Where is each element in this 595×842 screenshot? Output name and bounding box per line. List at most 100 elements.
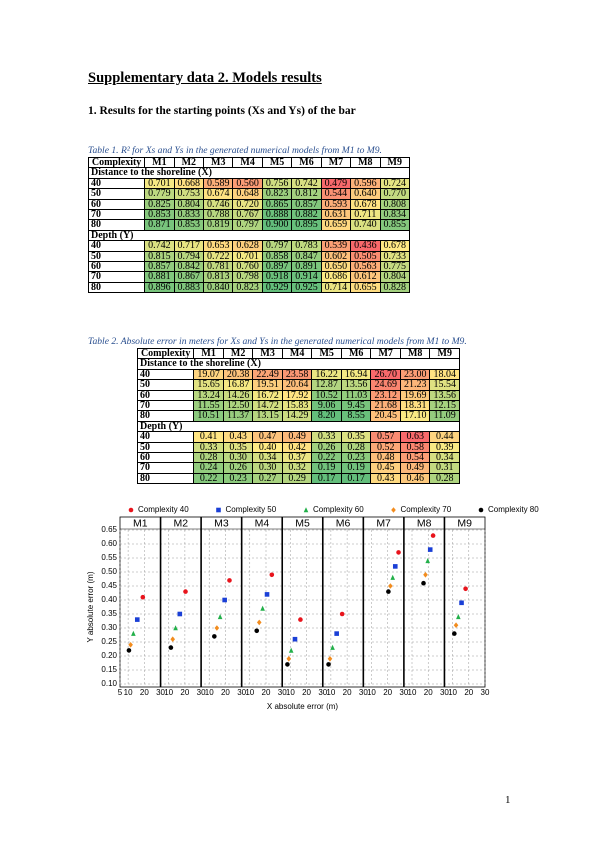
marker	[423, 572, 428, 578]
marker	[430, 533, 436, 538]
header-cell: Complexity	[136, 347, 195, 360]
marker	[216, 507, 221, 513]
legend-label: Complexity 60	[313, 505, 364, 514]
value-cell: 20.64	[281, 379, 313, 391]
value-cell: 0.798	[232, 271, 263, 283]
header-cell: M9	[429, 347, 460, 360]
value-cell: 0.28	[193, 452, 224, 464]
value-cell: 0.560	[232, 177, 263, 190]
header-cell: M1	[193, 347, 224, 360]
value-cell: 0.742	[144, 240, 175, 252]
value-cell: 0.857	[291, 198, 322, 211]
row-label: 70	[87, 209, 146, 221]
section-title: Depth (Y)	[137, 420, 460, 433]
header-cell: M2	[173, 156, 205, 169]
value-cell: 0.770	[379, 188, 411, 200]
value-cell: 0.674	[203, 188, 234, 200]
marker	[425, 558, 431, 564]
marker	[183, 589, 188, 594]
value-cell: 19.07	[193, 368, 224, 381]
marker	[390, 574, 396, 580]
x-tick-label: 30	[399, 688, 408, 697]
value-cell: 0.479	[320, 177, 352, 190]
row-label: 40	[87, 177, 146, 190]
value-cell: 10.52	[311, 389, 342, 402]
value-cell: 0.711	[350, 209, 381, 221]
data-row: 70 0.881 0.867 0.813 0.798 0.918 0.914 0.686 0.6…	[87, 271, 411, 283]
data-row: 40 0.701 0.668 0.589 0.560 0.756 0.742 0.479 0.5…	[87, 177, 411, 190]
value-cell: 0.865	[261, 198, 293, 211]
value-cell: 0.668	[173, 177, 205, 190]
row-label: 50	[87, 250, 146, 263]
marker	[456, 614, 461, 620]
value-cell: 0.563	[350, 261, 381, 273]
value-cell: 0.842	[173, 261, 205, 273]
value-cell: 0.28	[340, 441, 372, 454]
value-cell: 0.602	[320, 250, 352, 263]
header-cell: M1	[144, 156, 175, 169]
value-cell: 0.43	[222, 431, 254, 443]
value-cell: 9.06	[311, 400, 342, 412]
marker	[386, 589, 391, 594]
section-title: Distance to the shoreline (X)	[88, 167, 410, 179]
value-cell: 19.51	[252, 379, 283, 391]
value-cell: 0.888	[261, 209, 293, 221]
value-cell: 0.33	[193, 441, 224, 454]
value-cell: 0.857	[144, 261, 175, 273]
value-cell: 0.701	[144, 177, 175, 190]
row-label: 50	[136, 379, 195, 391]
x-tick-label: 20	[140, 688, 149, 697]
value-cell: 0.797	[261, 240, 293, 252]
value-cell: 0.640	[350, 188, 381, 200]
value-cell: 0.819	[203, 219, 234, 231]
section-heading: 1. Results for the starting points (Xs a…	[88, 105, 356, 117]
x-tick-label: 20	[464, 688, 473, 697]
section-row: Depth (Y)	[88, 229, 410, 242]
value-cell: 0.891	[291, 261, 322, 273]
value-cell: 0.31	[429, 462, 460, 474]
section-title: Depth (Y)	[88, 229, 410, 242]
value-cell: 0.23	[340, 452, 372, 464]
marker	[170, 636, 176, 642]
value-cell: 13.24	[193, 389, 224, 402]
value-cell: 0.742	[291, 177, 322, 190]
marker	[391, 507, 396, 513]
value-cell: 0.33	[311, 431, 342, 443]
marker	[298, 617, 303, 622]
value-cell: 0.797	[232, 219, 263, 231]
marker	[168, 645, 174, 650]
header-cell: M7	[320, 156, 352, 169]
value-cell: 16.94	[340, 368, 372, 381]
value-cell: 20.45	[370, 410, 401, 422]
header-cell: M6	[291, 156, 322, 169]
y-tick-label: 0.50	[101, 567, 117, 576]
row-label: 70	[136, 462, 195, 474]
value-cell: 0.855	[379, 219, 411, 231]
value-cell: 0.733	[379, 250, 411, 263]
data-row: 40 19.07 20.38 22.49 23.58 16.22 16.94 26.70 23.…	[136, 368, 460, 381]
marker	[128, 642, 133, 648]
header-cell: M2	[222, 347, 254, 360]
value-cell: 0.42	[281, 441, 313, 454]
value-cell: 0.58	[399, 441, 431, 454]
marker	[285, 662, 290, 667]
header-cell: M8	[399, 347, 431, 360]
value-cell: 0.544	[320, 188, 352, 200]
y-tick-label: 0.25	[101, 637, 117, 646]
value-cell: 0.783	[291, 240, 322, 252]
section-row: Depth (Y)	[137, 420, 460, 433]
marker	[459, 600, 464, 606]
value-cell: 16.72	[252, 389, 283, 402]
row-label: 60	[87, 198, 146, 211]
row-label: 50	[87, 188, 146, 200]
section-title: Distance to the shoreline (X)	[137, 358, 460, 370]
document-title: Supplementary data 2. Models results	[88, 70, 322, 86]
value-cell: 0.823	[232, 281, 263, 294]
legend-label: Complexity 70	[401, 505, 452, 514]
marker	[173, 625, 178, 631]
value-cell: 0.853	[173, 219, 205, 231]
panel-title: M9	[457, 517, 472, 529]
data-row: 50 0.815 0.794 0.722 0.701 0.858 0.847 0.602 0.5…	[87, 250, 411, 263]
header-cell: M4	[281, 347, 313, 360]
